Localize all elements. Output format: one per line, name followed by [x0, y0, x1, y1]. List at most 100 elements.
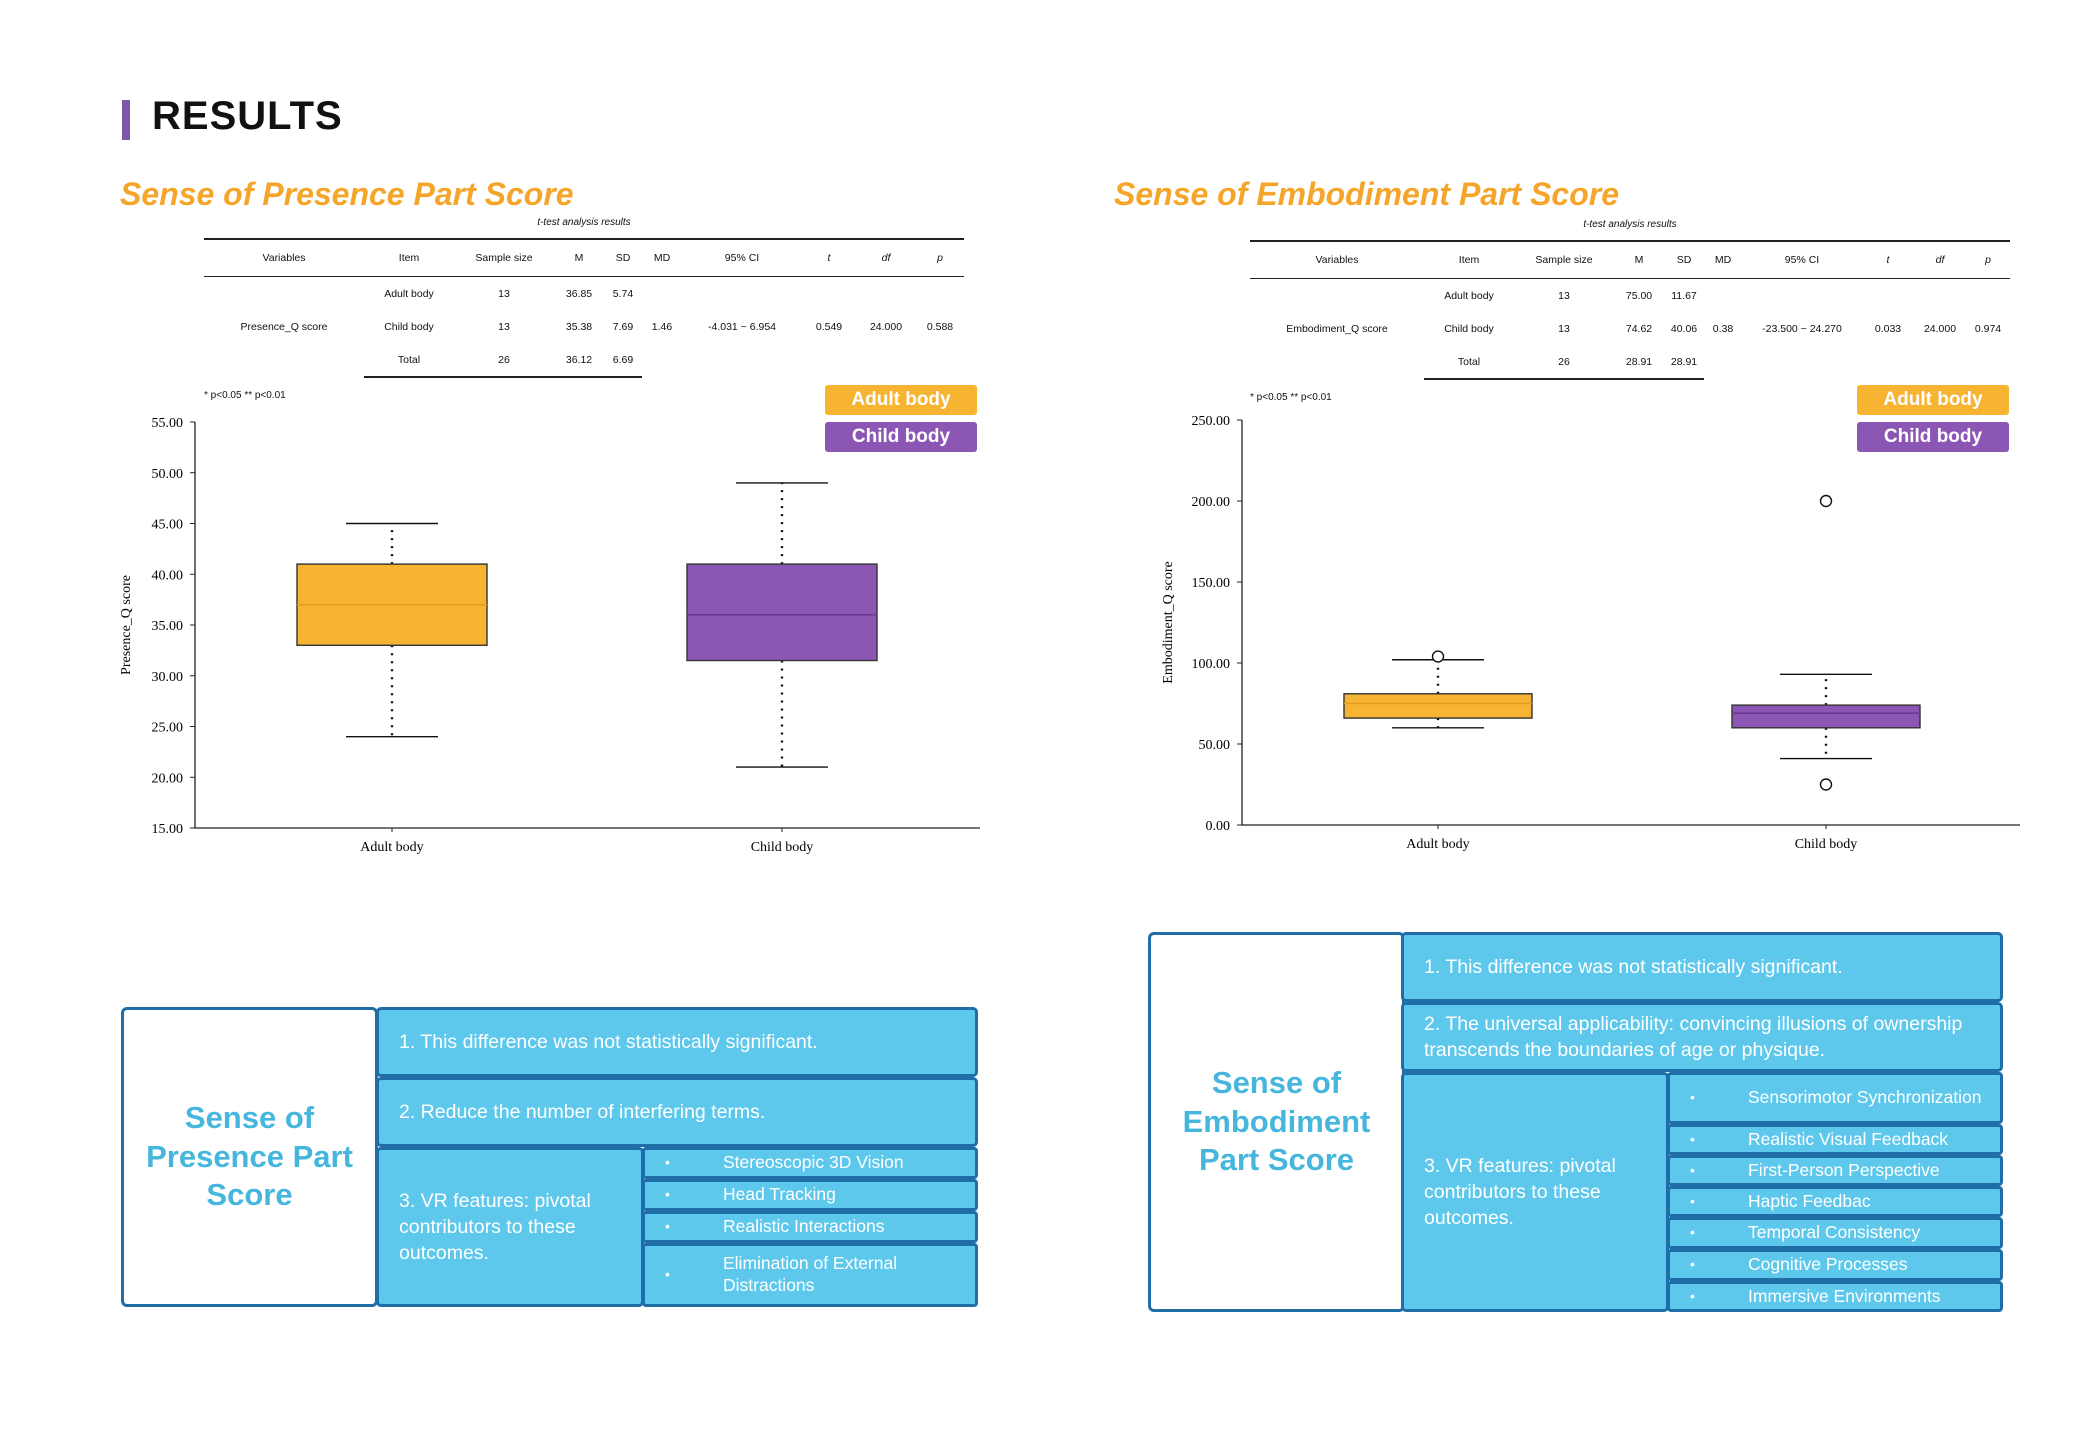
presence-point-1: 1. This difference was not statistically… — [376, 1007, 978, 1077]
page-title: RESULTS — [152, 94, 343, 138]
cell-df: 24.000 — [869, 321, 903, 333]
legend-child-body: Child body — [825, 422, 977, 452]
col-header: p — [916, 238, 964, 277]
cell-p: 0.974 — [1974, 323, 2002, 335]
cell-sd: 5.74 — [612, 287, 634, 300]
col-header: SD — [604, 238, 642, 277]
col-header: MD — [1704, 240, 1742, 279]
cell-m: 35.38 — [565, 320, 593, 333]
presence-table-caption: t-test analysis results — [537, 217, 631, 228]
y-tick-label: 20.00 — [152, 771, 184, 786]
outlier-point — [1819, 494, 1833, 508]
cell-t: 0.033 — [1874, 323, 1902, 335]
presence-ttest-table: Variables Item Sample size M SD MD 95% C… — [204, 238, 964, 378]
cell-n: 26 — [1514, 345, 1614, 380]
variable-name: Embodiment_Q score — [1286, 323, 1388, 335]
cell-n: 13 — [1558, 289, 1570, 302]
table-row: Embodiment_Q score Adult body 13 75.00 1… — [1250, 279, 2010, 336]
cell-item: Total — [1424, 345, 1514, 380]
cell-md: 0.38 — [1712, 323, 1734, 335]
y-tick-label: 55.00 — [152, 416, 184, 431]
presence-point-2: 2. Reduce the number of interfering term… — [376, 1077, 978, 1147]
box-iqr — [686, 563, 878, 662]
cell-df: 24.000 — [1923, 323, 1957, 335]
col-header: df — [1914, 240, 1966, 279]
table-row: Child body 13 35.38 7.69 — [204, 310, 964, 343]
feature-label: Immersive Environments — [1748, 1285, 1941, 1306]
cell-n: 13 — [1558, 322, 1570, 335]
y-tick-label: 25.00 — [152, 721, 184, 736]
embodiment-ttest-table: Variables Item Sample size M SD MD 95% C… — [1250, 240, 2010, 380]
y-tick-label: 200.00 — [1192, 495, 1231, 510]
col-header: MD — [642, 238, 682, 277]
cell-sd: 11.67 — [1671, 289, 1697, 302]
presence-summary-title: Sense of Presence Part Score — [121, 1007, 378, 1307]
col-header: Variables — [204, 238, 364, 277]
bullet: • — [1690, 1192, 1695, 1209]
bullet: • — [1690, 1161, 1695, 1178]
embodiment-boxplot: 0.00 50.00 100.00 150.00 200.00 250.00 Embodim… — [1161, 414, 2020, 852]
cell-ci: -23.500 ~ 24.270 — [1762, 323, 1842, 335]
feature-label: Stereoscopic 3D Vision — [723, 1152, 904, 1173]
bullet: • — [1690, 1089, 1695, 1106]
col-header: t — [1862, 240, 1914, 279]
col-header: df — [856, 238, 916, 277]
legend-adult-body: Adult body — [1857, 385, 2009, 415]
cell-m: 75.00 — [1625, 289, 1653, 302]
presence-boxplot: 15.00 20.00 25.00 30.00 35.00 40.00 45.00 50.00… — [119, 416, 980, 855]
bullet: • — [1690, 1130, 1695, 1147]
feature-label: Realistic Interactions — [723, 1216, 885, 1237]
cell-m: 36.12 — [554, 343, 604, 378]
embodiment-feature-item: • Haptic Feedbac — [1667, 1186, 2003, 1217]
y-tick-label: 40.00 — [152, 568, 184, 583]
feature-label: Temporal Consistency — [1748, 1222, 1921, 1243]
cell-sd: 40.06 — [1670, 322, 1698, 335]
presence-feature-item: • Elimination of External Distractions — [642, 1243, 978, 1307]
table-row: Child body 13 74.62 40.06 — [1250, 312, 2010, 345]
cell-n: 26 — [454, 343, 554, 378]
feature-label: Realistic Visual Feedback — [1748, 1128, 1949, 1149]
bullet: • — [1690, 1224, 1695, 1241]
bullet: • — [1690, 1287, 1695, 1304]
outlier-point — [1431, 650, 1445, 663]
presence-feature-item: • Realistic Interactions — [642, 1211, 978, 1243]
embodiment-table-caption: t-test analysis results — [1583, 219, 1677, 230]
col-header: 95% CI — [682, 238, 802, 277]
cell-n: 13 — [498, 320, 510, 333]
presence-section-title: Sense of Presence Part Score — [120, 176, 574, 212]
feature-label: First-Person Perspective — [1748, 1159, 1940, 1180]
variable-name: Presence_Q score — [240, 321, 328, 333]
cell-item: Child body — [1444, 322, 1494, 335]
col-header: M — [554, 238, 604, 277]
cell-ci: -4.031 ~ 6.954 — [707, 321, 776, 333]
y-tick-label: 15.00 — [152, 822, 184, 837]
cell-t: 0.549 — [815, 321, 843, 333]
col-header: Item — [1424, 240, 1514, 279]
col-header: p — [1966, 240, 2010, 279]
embodiment-point-3: 3. VR features: pivotal contributors to … — [1401, 1072, 1669, 1312]
table-row: Presence_Q score Adult body 13 36.85 5.7… — [204, 277, 964, 334]
table-row: Total 26 36.12 6.69 — [204, 343, 964, 378]
cell-m: 28.91 — [1614, 345, 1664, 380]
cell-md: 1.46 — [651, 321, 673, 333]
presence-point-3: 3. VR features: pivotal contributors to … — [376, 1147, 644, 1307]
y-tick-label: 250.00 — [1192, 414, 1231, 429]
embodiment-section-title: Sense of Embodiment Part Score — [1114, 176, 1620, 212]
title-accent-bar — [122, 100, 130, 140]
embodiment-feature-item: • Temporal Consistency — [1667, 1217, 2003, 1249]
y-tick-label: 100.00 — [1192, 657, 1231, 672]
bullet: • — [665, 1218, 670, 1235]
table-header-row: Variables Item Sample size M SD MD 95% C… — [1250, 240, 2010, 279]
y-tick-label: 50.00 — [152, 467, 184, 482]
x-tick-label: Child body — [751, 840, 814, 855]
x-tick-label: Adult body — [360, 840, 423, 855]
cell-item: Total — [364, 343, 454, 378]
y-tick-label: 50.00 — [1199, 738, 1231, 753]
outlier-point — [1819, 778, 1833, 791]
y-axis-label: Embodiment_Q score — [1161, 561, 1176, 683]
y-tick-label: 150.00 — [1192, 576, 1231, 591]
embodiment-feature-item: • Immersive Environments — [1667, 1281, 2003, 1312]
x-tick-label: Adult body — [1406, 837, 1469, 852]
col-header: Item — [364, 238, 454, 277]
y-tick-label: 35.00 — [152, 619, 184, 634]
